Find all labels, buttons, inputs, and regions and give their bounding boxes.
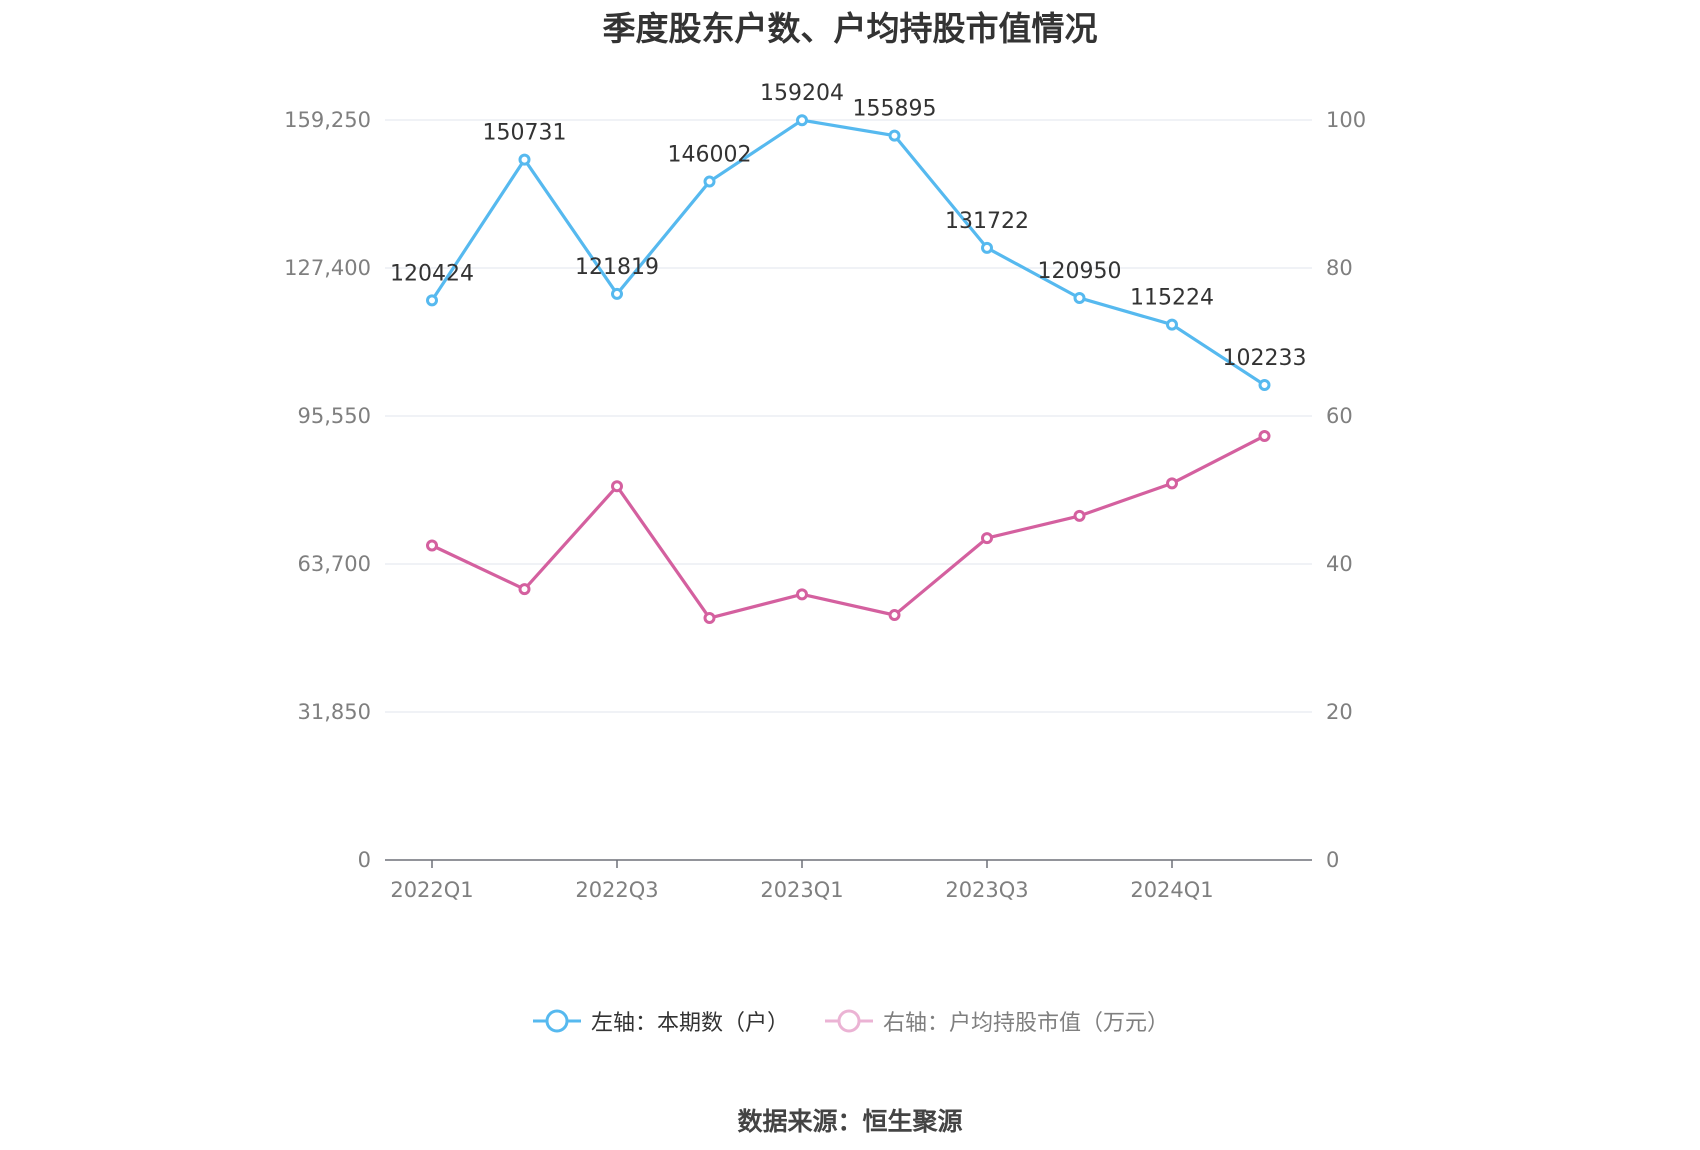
legend-left-marker-icon bbox=[532, 1009, 581, 1033]
data-point bbox=[426, 294, 438, 307]
legend-item-left[interactable]: 左轴：本期数（户） bbox=[531, 1005, 789, 1037]
data-point bbox=[1073, 509, 1086, 522]
data-label: 131722 bbox=[945, 209, 1029, 234]
data-point bbox=[611, 287, 623, 300]
data-label: 102233 bbox=[1223, 346, 1307, 371]
data-point bbox=[888, 609, 901, 622]
legend-right-label: 右轴：户均持股市值（万元） bbox=[883, 1011, 1170, 1036]
data-point bbox=[796, 114, 808, 127]
legend: 左轴：本期数（户） 右轴：户均持股市值（万元） bbox=[0, 1005, 1700, 1037]
data-label: 121819 bbox=[575, 255, 659, 280]
data-point bbox=[1258, 378, 1271, 391]
data-point bbox=[1258, 429, 1271, 442]
data-point bbox=[426, 539, 438, 552]
axes: 0 0 31,850 20 63,700 40 95,550 60 127,400 80 159,2… bbox=[284, 108, 1366, 902]
data-point bbox=[981, 532, 993, 545]
data-point bbox=[888, 129, 901, 142]
data-labels: 120424 150731 121819 146002 159204 155895 1317… bbox=[390, 81, 1306, 371]
data-point bbox=[518, 583, 531, 596]
x-tick-label: 2023Q3 bbox=[945, 878, 1028, 902]
data-label: 120950 bbox=[1038, 259, 1122, 284]
legend-right-marker-icon bbox=[825, 1009, 873, 1033]
chart-title: 季度股东户数、户均持股市值情况 bbox=[602, 9, 1098, 48]
grid-lines bbox=[385, 119, 1312, 713]
left-tick-label: 31,850 bbox=[298, 700, 371, 724]
data-label: 120424 bbox=[390, 261, 474, 286]
data-label: 150731 bbox=[483, 121, 567, 146]
right-tick-label: 20 bbox=[1326, 700, 1353, 724]
right-tick-label: 100 bbox=[1326, 108, 1366, 132]
data-point bbox=[611, 480, 623, 493]
left-tick-label: 95,550 bbox=[298, 404, 371, 428]
data-point bbox=[518, 153, 531, 166]
data-point bbox=[703, 175, 716, 188]
data-label: 146002 bbox=[668, 143, 752, 168]
data-point bbox=[1073, 291, 1086, 304]
series-line-0 bbox=[430, 118, 1266, 387]
data-point bbox=[981, 241, 993, 254]
data-point bbox=[1166, 477, 1178, 490]
data-label: 115224 bbox=[1130, 286, 1214, 311]
legend-item-right[interactable]: 右轴：户均持股市值（万元） bbox=[823, 1005, 1169, 1037]
data-point bbox=[703, 612, 716, 625]
data-point bbox=[1166, 318, 1178, 331]
right-tick-label: 40 bbox=[1326, 552, 1353, 576]
left-tick-label: 159,250 bbox=[284, 108, 371, 132]
data-label: 155895 bbox=[853, 97, 937, 122]
right-tick-label: 0 bbox=[1326, 848, 1339, 872]
legend-left-label: 左轴：本期数（户） bbox=[590, 1011, 789, 1036]
left-tick-label: 63,700 bbox=[298, 552, 371, 576]
left-tick-label: 0 bbox=[358, 848, 371, 872]
data-point bbox=[796, 588, 808, 601]
series-lines bbox=[426, 114, 1271, 625]
data-label: 159204 bbox=[760, 81, 844, 106]
x-tick-label: 2022Q3 bbox=[575, 878, 658, 902]
right-tick-label: 80 bbox=[1326, 256, 1353, 280]
x-tick-label: 2024Q1 bbox=[1130, 878, 1213, 902]
left-tick-label: 127,400 bbox=[284, 256, 371, 280]
source-note: 数据来源：恒生聚源 bbox=[737, 1107, 963, 1136]
x-tick-label: 2023Q1 bbox=[760, 878, 843, 902]
right-tick-label: 60 bbox=[1326, 404, 1353, 428]
x-tick-label: 2022Q1 bbox=[390, 878, 473, 902]
series-line-1 bbox=[431, 434, 1266, 620]
